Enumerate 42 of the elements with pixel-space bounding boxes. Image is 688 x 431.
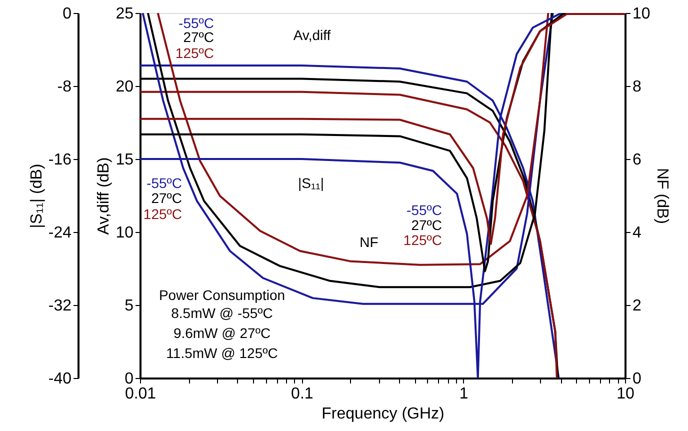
annotation: 125ºC (143, 206, 182, 222)
x-tick-label: 0.01 (124, 386, 156, 402)
y2-axis-title: NF (dB) (653, 168, 670, 224)
y3-tick-label: -24 (48, 224, 72, 242)
x-tick-label: 0.1 (291, 386, 314, 402)
y3-tick-label: -40 (48, 370, 72, 388)
annotation: Av,diff (293, 27, 331, 43)
y3-tick-label: -8 (57, 78, 72, 96)
y-tick-label: 25 (116, 6, 134, 22)
y2-tick-label: 4 (632, 224, 642, 242)
annotation: 125ºC (403, 232, 442, 248)
annotation: 27ºC (151, 190, 182, 206)
annotation: NF (360, 234, 378, 250)
x-axis-title: Frequency (GHz) (322, 406, 444, 422)
y3-axis-title: |S₁₁| (dB) (28, 164, 46, 228)
annotation: -55ºC (178, 15, 214, 31)
y2-tick-label: 2 (632, 298, 642, 314)
y2-tick-label: 0 (632, 370, 642, 388)
annotation: 11.5mW @ 125ºC (166, 345, 278, 361)
annotation: 9.6mW @ 27ºC (173, 325, 271, 341)
y3-tick-label: -32 (48, 298, 72, 314)
x-tick-label: 1 (459, 386, 468, 402)
annotation: Power Consumption (158, 287, 286, 303)
annotation: -55ºC (146, 175, 182, 191)
y-axis-title: Av,diff (dB) (96, 157, 113, 235)
y-tick-label: 5 (124, 298, 134, 314)
y3-tick-label: 0 (62, 6, 72, 22)
y-tick-label: 15 (116, 152, 134, 168)
annotation: 8.5mW @ -55ºC (171, 305, 273, 321)
annotation: 27ºC (411, 217, 442, 233)
y-tick-label: 0 (124, 370, 134, 388)
y-tick-label: 20 (116, 78, 134, 96)
y2-tick-label: 10 (632, 6, 650, 22)
y-tick-label: 10 (116, 224, 134, 242)
y2-tick-label: 6 (632, 152, 642, 168)
annotation: |S₁₁| (298, 175, 324, 191)
y2-tick-label: 8 (632, 78, 642, 96)
y3-tick-label: -16 (48, 152, 72, 168)
annotation: 27ºC (183, 29, 214, 45)
x-tick-label: 10 (616, 386, 634, 402)
annotation: -55ºC (406, 202, 442, 218)
annotation: 125ºC (175, 45, 214, 61)
